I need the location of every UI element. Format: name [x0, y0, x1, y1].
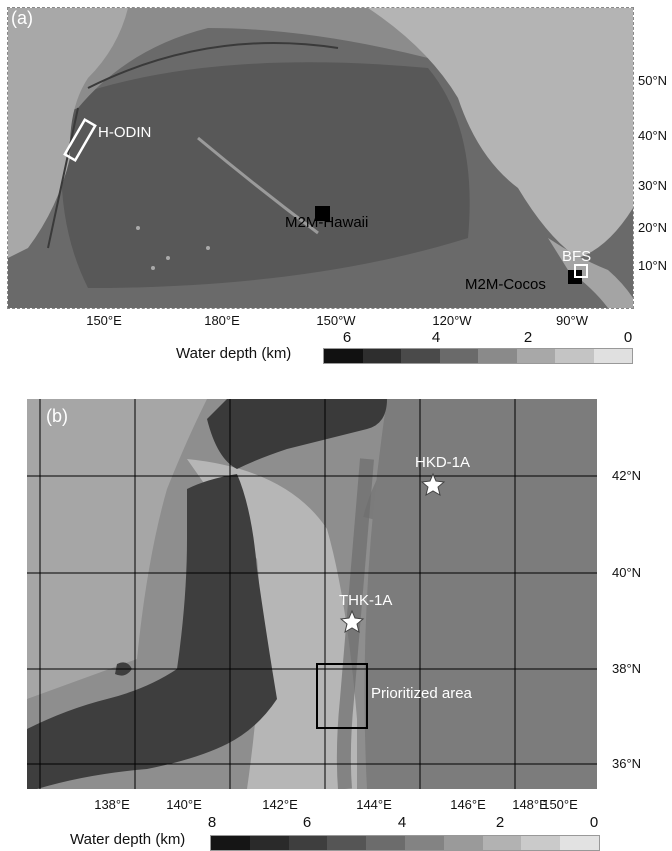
legend-a-swatch-4	[478, 349, 517, 363]
legend-b-swatch-8	[521, 836, 561, 850]
legend-a-swatch-5	[516, 349, 555, 363]
legend-b-swatch-0	[211, 836, 250, 850]
lon-label-150e: 150°E	[86, 313, 122, 328]
lon-label-90w: 90°W	[556, 313, 588, 328]
lon-label-148e: 148°E	[512, 797, 548, 812]
legend-b-tick-2: 2	[495, 814, 505, 831]
legend-b-colorbar	[210, 835, 600, 851]
legend-b-swatch-3	[327, 836, 367, 850]
legend-b-swatch-6	[443, 836, 483, 850]
legend-a-tick-0: 0	[623, 329, 633, 346]
lon-label-180e: 180°E	[204, 313, 240, 328]
japan-bathymetry	[27, 399, 597, 789]
legend-b-tick-6: 6	[302, 814, 312, 831]
legend-b-tick-4: 4	[397, 814, 407, 831]
legend-a-swatch-3	[439, 349, 478, 363]
panel-b-label: (b)	[46, 406, 68, 426]
lat-label-36n: 36°N	[612, 756, 642, 771]
legend-a-title: Water depth (km)	[176, 345, 292, 362]
lat-label-42n: 42°N	[612, 468, 642, 483]
pacific-bathymetry	[8, 8, 633, 308]
panel-b: (b) HKD-1A THK-1A Prioritized area 42°N …	[0, 380, 672, 851]
panel-a: (a) H-ODIN M2M-Hawaii M2M-Cocos BFS 50°N…	[0, 0, 672, 380]
legend-a-tick-4: 4	[431, 329, 441, 346]
m2m-cocos-label: M2M-Cocos	[465, 276, 546, 293]
thk-1a-label: THK-1A	[339, 592, 393, 609]
lon-label-146e: 146°E	[450, 797, 486, 812]
legend-a-colorbar	[323, 348, 633, 364]
hkd-1a-star	[420, 472, 446, 497]
lon-label-150w: 150°W	[316, 313, 356, 328]
lon-label-150e-b: 150°E	[542, 797, 578, 812]
legend-b-swatch-4	[366, 836, 405, 850]
lon-label-140e: 140°E	[166, 797, 202, 812]
pacific-map: (a) H-ODIN M2M-Hawaii M2M-Cocos BFS	[7, 7, 634, 309]
lat-label-30n: 30°N	[638, 178, 668, 193]
lat-label-20n: 20°N	[638, 220, 668, 235]
legend-b-tick-8: 8	[207, 814, 217, 831]
bfs-box	[574, 264, 588, 278]
japan-map: (b) HKD-1A THK-1A Prioritized area	[27, 399, 597, 789]
legend-b-swatch-5	[404, 836, 444, 850]
prioritized-area-box	[316, 663, 368, 729]
lat-label-40n-b: 40°N	[612, 565, 642, 580]
lon-label-120w: 120°W	[432, 313, 472, 328]
lat-label-10n: 10°N	[638, 258, 668, 273]
legend-a-swatch-2	[401, 349, 440, 363]
m2m-hawaii-label: M2M-Hawaii	[285, 214, 369, 231]
lon-label-138e: 138°E	[94, 797, 130, 812]
legend-b-swatch-1	[249, 836, 289, 850]
legend-b-tick-0: 0	[589, 814, 599, 831]
hkd-1a-label: HKD-1A	[415, 454, 471, 471]
legend-a-swatch-6	[555, 349, 594, 363]
thk-1a-star	[339, 609, 365, 634]
lat-label-40n: 40°N	[638, 128, 668, 143]
bfs-label: BFS	[562, 248, 592, 265]
panel-a-label: (a)	[11, 8, 33, 28]
legend-a-swatch-7	[593, 349, 632, 363]
lon-label-144e: 144°E	[356, 797, 392, 812]
m2m-hawaii-marker	[315, 206, 330, 221]
legend-b-swatch-7	[482, 836, 522, 850]
legend-a-tick-6: 6	[342, 329, 352, 346]
legend-a-swatch-0	[324, 349, 363, 363]
lon-label-142e: 142°E	[262, 797, 298, 812]
legend-a-swatch-1	[362, 349, 401, 363]
legend-b-swatch-9	[560, 836, 599, 850]
h-odin-label: H-ODIN	[98, 124, 152, 141]
lat-label-50n: 50°N	[638, 73, 668, 88]
h-odin-box	[63, 117, 97, 163]
lat-label-38n: 38°N	[612, 661, 642, 676]
legend-a-tick-2: 2	[523, 329, 533, 346]
legend-b-title: Water depth (km)	[70, 831, 186, 848]
prioritized-area-label: Prioritized area	[371, 685, 472, 702]
legend-b-swatch-2	[288, 836, 328, 850]
